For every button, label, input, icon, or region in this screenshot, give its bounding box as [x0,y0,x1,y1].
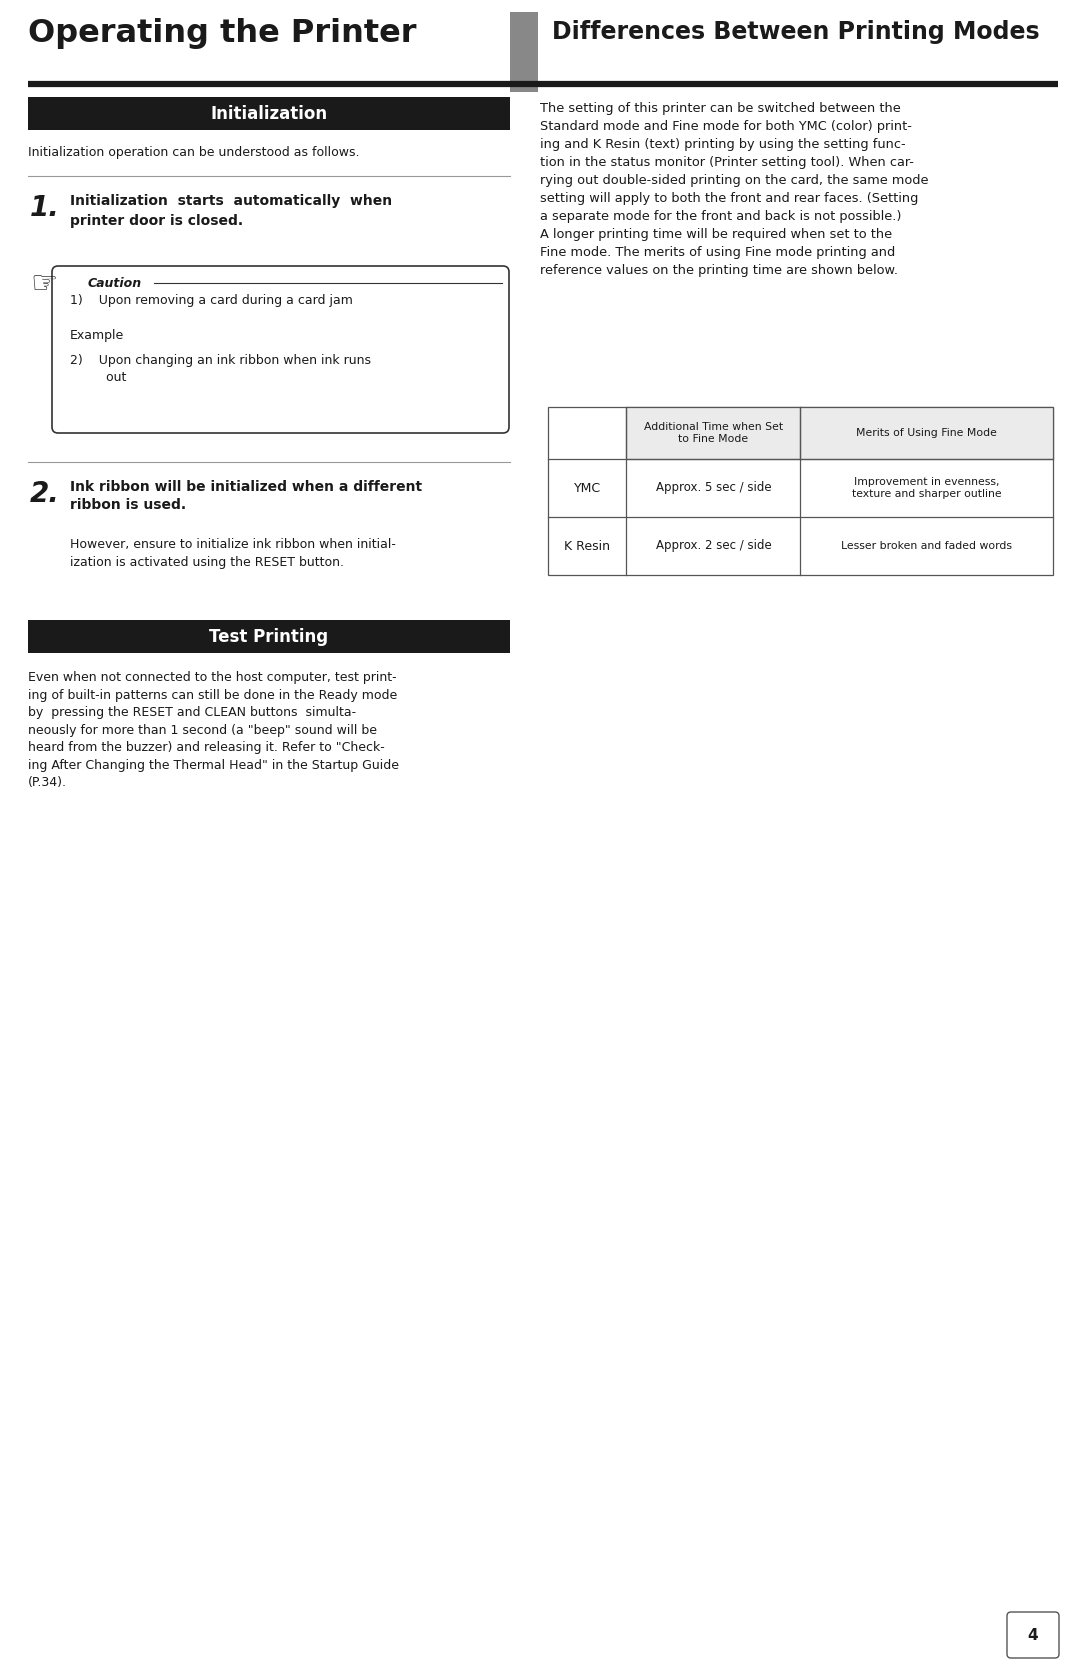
Text: However, ensure to initialize ink ribbon when initial-
ization is activated usin: However, ensure to initialize ink ribbon… [70,537,396,569]
Text: Improvement in evenness,
texture and sharper outline: Improvement in evenness, texture and sha… [852,478,1001,499]
Bar [627,408,800,459]
Text: Differences Between Printing Modes: Differences Between Printing Modes [552,20,1040,43]
Text: 1.: 1. [30,195,60,221]
Bar [76,270,155,296]
FancyBboxPatch shape [52,266,509,433]
Text: ☞: ☞ [30,270,57,300]
Text: Ink ribbon will be initialized when a different
ribbon is used.: Ink ribbon will be initialized when a di… [70,479,422,513]
Text: Initialization operation can be understood as follows.: Initialization operation can be understo… [28,146,359,160]
Text: Initialization  starts  automatically  when
printer door is closed.: Initialization starts automatically when… [70,195,392,228]
Text: Merits of Using Fine Mode: Merits of Using Fine Mode [856,428,997,438]
Bar [510,12,538,92]
Bar [548,408,1053,576]
Text: YMC: YMC [574,481,601,494]
Text: Additional Time when Set
to Fine Mode: Additional Time when Set to Fine Mode [644,421,783,444]
Text: 4: 4 [1028,1627,1039,1642]
Text: Approx. 5 sec / side: Approx. 5 sec / side [656,481,771,494]
Text: 2.: 2. [30,479,60,508]
Text: Initialization: Initialization [210,105,327,123]
Text: Caution: Caution [88,276,142,290]
Text: Lesser broken and faded words: Lesser broken and faded words [841,541,1012,551]
Text: Operating the Printer: Operating the Printer [28,18,416,48]
Text: Approx. 2 sec / side: Approx. 2 sec / side [656,539,771,552]
FancyBboxPatch shape [1006,1612,1059,1657]
Bar [800,408,1053,459]
Text: 2)    Upon changing an ink ribbon when ink runs
         out: 2) Upon changing an ink ribbon when ink … [70,354,371,384]
Text: 1)    Upon removing a card during a card jam: 1) Upon removing a card during a card ja… [70,295,353,306]
Text: K Resin: K Resin [564,539,611,552]
Text: The setting of this printer can be switched between the
Standard mode and Fine m: The setting of this printer can be switc… [540,102,928,276]
Text: Example: Example [70,329,124,343]
Text: Test Printing: Test Printing [209,627,328,646]
Bar [28,621,510,652]
Bar [28,97,510,130]
Text: Even when not connected to the host computer, test print-
ing of built-in patter: Even when not connected to the host comp… [28,671,399,789]
